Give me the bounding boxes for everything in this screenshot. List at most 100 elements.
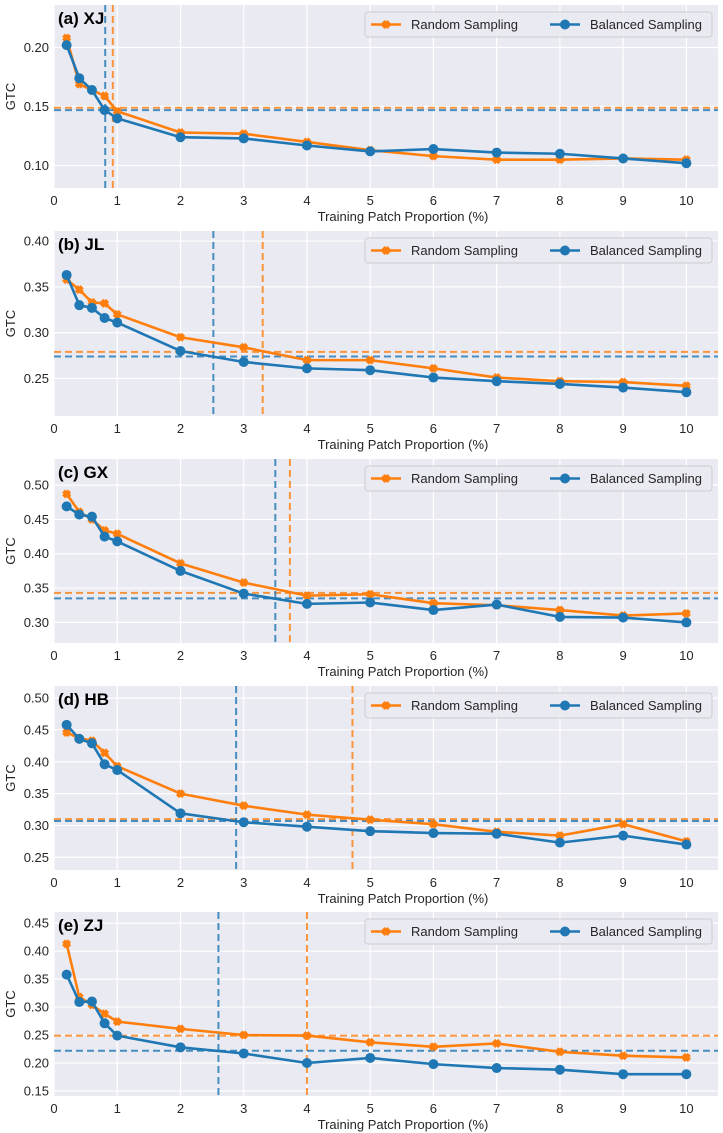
legend-frame [364, 692, 713, 719]
balanced-sampling-point [681, 617, 692, 628]
plot-area [54, 231, 718, 416]
balanced-sampling-point [428, 828, 439, 839]
panel-ezj: 0 1 2 3 4 5 6 7 8 9 10 0.15 0.20 0.25 0.30 0.35 0.40 0.45… [3, 912, 718, 1132]
plot-area [54, 5, 718, 188]
y-tick-label: 0.25 [24, 850, 49, 865]
balanced-sampling-point [365, 146, 376, 157]
y-tick-label: 0.15 [24, 99, 49, 114]
y-tick-label: 0.35 [24, 786, 49, 801]
x-tick-label: 10 [679, 648, 693, 663]
x-tick-label: 4 [303, 421, 310, 436]
balanced-sampling-point [175, 345, 186, 356]
balanced-sampling-point [365, 597, 376, 608]
y-tick-label: 0.30 [24, 1000, 49, 1015]
balanced-sampling-point [491, 1063, 502, 1074]
random-sampling-point [175, 558, 185, 568]
balanced-legend-marker [560, 245, 570, 256]
legend-frame [364, 465, 713, 492]
random-sampling-point [100, 91, 110, 101]
panel-title: (a) XJ [58, 9, 104, 28]
x-tick-label: 10 [679, 875, 693, 890]
random-sampling-point [428, 151, 438, 161]
x-tick-label: 9 [620, 648, 627, 663]
x-tick-label: 9 [620, 1101, 627, 1116]
balanced-sampling-point [618, 612, 629, 623]
random-sampling-point [112, 529, 122, 539]
x-tick-label: 0 [50, 421, 57, 436]
random-sampling-point [302, 591, 312, 601]
balanced-sampling-point [74, 73, 85, 84]
random-sampling-point [112, 309, 122, 319]
balanced-legend-marker [560, 19, 570, 30]
x-tick-label: 1 [114, 1101, 121, 1116]
random-sampling-point [555, 1047, 565, 1057]
random-sampling-point [365, 589, 375, 599]
x-tick-label: 9 [620, 875, 627, 890]
random-sampling-point [492, 1038, 502, 1048]
random-sampling-point [112, 1017, 122, 1027]
balanced-sampling-point [238, 133, 249, 144]
x-tick-label: 6 [430, 193, 437, 208]
random-sampling-point [365, 355, 375, 365]
balanced-sampling-point [301, 140, 312, 151]
legend: Random Sampling Balanced Sampling [364, 11, 713, 38]
legend-frame [364, 237, 713, 264]
x-tick-label: 4 [303, 1101, 310, 1116]
balanced-sampling-point [491, 828, 502, 839]
x-tick-label: 1 [114, 875, 121, 890]
random-sampling-point [175, 332, 185, 342]
y-tick-label: 0.40 [24, 944, 49, 959]
y-tick-label: 0.15 [24, 1083, 49, 1098]
balanced-sampling-point [112, 765, 123, 776]
legend: Random Sampling Balanced Sampling [364, 918, 713, 945]
x-tick-label: 0 [50, 193, 57, 208]
balanced-sampling-point [175, 565, 186, 576]
y-tick-label: 0.20 [24, 1056, 49, 1071]
balanced-legend-label: Balanced Sampling [590, 471, 702, 486]
x-tick-label: 0 [50, 1101, 57, 1116]
x-tick-label: 3 [240, 421, 247, 436]
balanced-sampling-point [175, 132, 186, 143]
balanced-sampling-point [554, 611, 565, 622]
x-tick-label: 8 [556, 193, 563, 208]
x-tick-label: 10 [679, 193, 693, 208]
balanced-sampling-point [112, 536, 123, 547]
y-axis-label: GTC [3, 990, 18, 1017]
balanced-sampling-point [61, 501, 72, 512]
balanced-legend-label: Balanced Sampling [590, 17, 702, 32]
x-tick-label: 5 [367, 421, 374, 436]
balanced-legend-marker [560, 700, 570, 711]
balanced-sampling-point [99, 759, 110, 770]
balanced-legend-label: Balanced Sampling [590, 698, 702, 713]
random-sampling-point [681, 608, 691, 618]
random-sampling-point [100, 298, 110, 308]
random-sampling-point [492, 155, 502, 165]
x-tick-label: 3 [240, 193, 247, 208]
x-tick-label: 7 [493, 193, 500, 208]
plot-area [54, 459, 718, 643]
balanced-sampling-point [86, 996, 97, 1007]
random-sampling-point [62, 939, 72, 949]
y-axis-label: GTC [3, 764, 18, 791]
random-sampling-point [618, 1051, 628, 1061]
random-legend-marker [381, 19, 391, 30]
x-tick-label: 8 [556, 1101, 563, 1116]
random-sampling-point [681, 1052, 691, 1062]
x-tick-label: 3 [240, 648, 247, 663]
random-sampling-point [62, 33, 72, 43]
y-tick-label: 0.45 [24, 722, 49, 737]
random-sampling-point [239, 801, 249, 811]
random-legend-marker [381, 473, 391, 484]
y-tick-label: 0.35 [24, 581, 49, 596]
balanced-legend-marker [560, 926, 570, 937]
y-tick-label: 0.40 [24, 546, 49, 561]
balanced-sampling-point [99, 313, 110, 324]
balanced-sampling-point [86, 302, 97, 313]
balanced-sampling-point [112, 317, 123, 328]
x-tick-label: 10 [679, 421, 693, 436]
x-tick-label: 9 [620, 421, 627, 436]
legend: Random Sampling Balanced Sampling [364, 465, 713, 492]
x-tick-label: 3 [240, 1101, 247, 1116]
x-tick-label: 5 [367, 1101, 374, 1116]
y-tick-label: 0.25 [24, 1028, 49, 1043]
